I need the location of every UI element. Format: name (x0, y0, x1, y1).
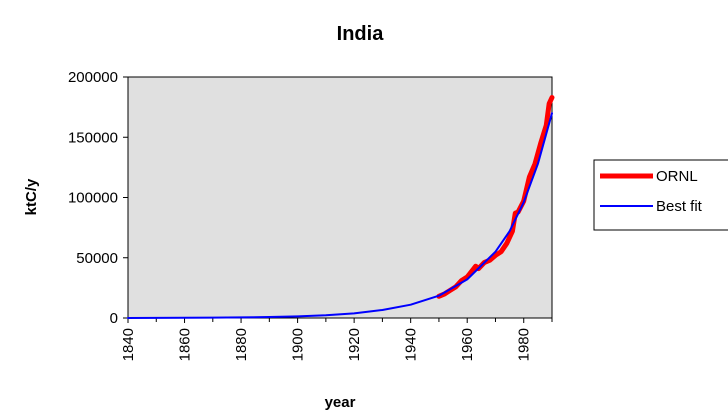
series-line-best-fit (127, 112, 553, 319)
chart-title: India (337, 23, 385, 45)
x-tick-label: 1900 (290, 328, 307, 361)
legend-box (593, 159, 728, 231)
series-line-ornl (436, 95, 555, 299)
y-tick-label: 0 (110, 310, 118, 327)
x-axis: 1840 1860 1880 1900 1920 1940 1960 1980 (120, 317, 553, 361)
series-layer (127, 95, 555, 319)
y-tick-label: 50000 (76, 250, 118, 267)
x-tick-label: 1920 (346, 328, 363, 361)
y-tick-label: 200000 (68, 69, 118, 86)
x-tick-label: 1980 (516, 328, 533, 361)
y-tick-label: 100000 (68, 190, 118, 207)
x-tick-label: 1860 (177, 328, 194, 361)
x-tick-label: 1960 (459, 328, 476, 361)
legend-label: Best fit (656, 198, 703, 215)
plot-area (127, 76, 553, 319)
legend-label: ORNL (656, 168, 698, 185)
x-tick-label: 1840 (120, 328, 137, 361)
y-axis: 0 50000 100000 150000 200000 (68, 69, 129, 327)
x-tick-label: 1940 (403, 328, 420, 361)
x-axis-label: year (325, 394, 356, 411)
legend: ORNL Best fit (593, 159, 728, 231)
y-axis-label: ktC/y (23, 178, 40, 215)
y-tick-label: 150000 (68, 129, 118, 146)
x-tick-label: 1880 (233, 328, 250, 361)
